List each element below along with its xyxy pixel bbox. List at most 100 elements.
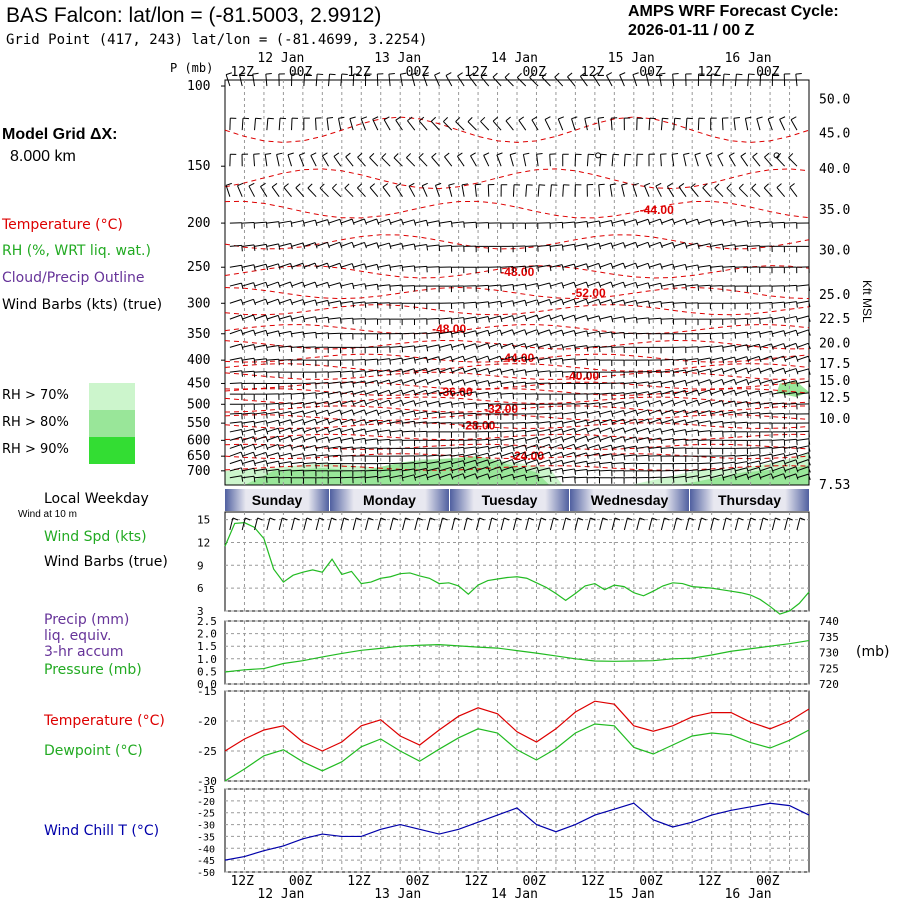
- wind-barb-flag: [463, 331, 466, 338]
- wind-barb-flag: [524, 430, 527, 437]
- wind-barb-staff: [390, 345, 403, 348]
- rh80-swatch: [89, 410, 135, 437]
- wind-barb-flag: [344, 183, 350, 189]
- wind-barb-flag: [512, 315, 515, 322]
- wind-barb-flag: [574, 221, 576, 228]
- wind-barb-staff: [587, 461, 600, 465]
- wind-barb-flag: [524, 266, 527, 273]
- wind-barb-flag: [721, 400, 725, 407]
- wind-barb-flag: [549, 459, 552, 466]
- wind-barb-flag: [808, 438, 811, 445]
- wind-barb-flag: [278, 461, 281, 468]
- wind-barb-flag: [758, 467, 762, 474]
- wind-barb-flag: [302, 427, 306, 434]
- wind-barb-flag: [678, 183, 685, 188]
- wind-barb-flag: [418, 116, 425, 122]
- wind-barb-flag: [487, 316, 490, 323]
- wind-barb-staff: [685, 118, 688, 131]
- wind-barb-staff: [587, 220, 600, 224]
- wind-barb-staff: [488, 329, 501, 335]
- wind-barb-staff: [500, 451, 513, 457]
- wind-barb-staff: [648, 241, 661, 247]
- wind-barb-staff: [303, 436, 316, 441]
- wind-barb-staff: [673, 263, 686, 268]
- wind-barb-staff: [550, 264, 563, 268]
- weekday-sunday: Sunday: [225, 489, 329, 511]
- wind-barb-flag: [647, 263, 651, 270]
- surface-wind-barb-flag: [688, 517, 695, 521]
- wind-barb-flag: [388, 410, 392, 417]
- wind-barb-staff: [390, 410, 402, 415]
- bottom-date-label: 14 Jan: [491, 887, 538, 900]
- wind-barb-staff: [377, 284, 390, 287]
- wind-barb-flag: [426, 345, 429, 352]
- wind-barb-staff: [242, 420, 255, 424]
- wind-barb-staff: [599, 281, 612, 287]
- surface-wind-barb: [648, 517, 653, 531]
- wind-barb-staff: [513, 343, 525, 348]
- wind-barb-staff: [619, 74, 625, 87]
- wind-speed-legend: Wind Spd (kts): [44, 529, 147, 545]
- wind-barb-staff: [393, 157, 403, 167]
- wind-barb-flag: [277, 281, 281, 288]
- wind-barb-staff: [587, 345, 600, 348]
- wind-barb-flag: [339, 418, 343, 425]
- wind-barb-flag: [606, 72, 613, 76]
- wind-barb-flag: [537, 422, 539, 429]
- surface-wind-barb: [636, 517, 641, 531]
- wind-barb-staff: [340, 241, 353, 247]
- wind-barb-flag: [598, 427, 602, 434]
- wind-barb-staff: [735, 411, 748, 415]
- wind-barb-staff: [340, 476, 353, 479]
- wind-barb-staff: [229, 459, 242, 465]
- wind-barb-staff: [316, 299, 328, 304]
- wind-barb-flag: [450, 379, 454, 386]
- wind-barb-flag: [684, 429, 688, 436]
- wind-barb-flag: [401, 358, 404, 365]
- wind-barb-staff: [279, 435, 291, 441]
- wind-barb-staff: [439, 466, 452, 472]
- temperature-legend: Temperature (°C): [2, 217, 123, 233]
- wind-barb-staff: [340, 409, 353, 415]
- wind-barb-flag: [253, 299, 256, 306]
- wind-barb-staff: [513, 283, 526, 287]
- wind-barb-flag: [598, 419, 602, 426]
- wind-barb-flag: [314, 242, 318, 249]
- wind-barb-flag: [740, 152, 747, 157]
- wind-barb-flag: [635, 317, 638, 324]
- wind-barb-staff: [377, 469, 390, 472]
- pressure-tick-label: 740: [819, 615, 839, 628]
- wind-barb-flag: [610, 436, 614, 443]
- wind-barb-flag: [413, 345, 416, 352]
- wind-barb-staff: [632, 185, 638, 197]
- wind-barb-flag: [593, 72, 599, 77]
- wind-barb-flag: [426, 244, 429, 251]
- wind-barb-staff: [772, 221, 785, 224]
- wind-barb-staff: [673, 218, 686, 224]
- wind-barb-staff: [772, 301, 785, 304]
- wind-barb-staff: [624, 299, 637, 304]
- wind-barb-staff: [784, 402, 797, 405]
- wind-barb-staff: [439, 220, 452, 224]
- surface-wind-barb-flag: [429, 517, 436, 521]
- wind-barb-flag: [573, 420, 577, 427]
- wind-barb-flag: [610, 263, 614, 270]
- wind-barb-staff: [661, 476, 674, 479]
- wind-barb-staff: [315, 418, 328, 424]
- wind-barb-flag: [277, 263, 281, 270]
- wind-barb-flag: [768, 116, 774, 120]
- wind-barb-flag: [475, 302, 478, 309]
- wind-barb-flag: [807, 329, 811, 336]
- wind-barb-flag: [331, 183, 337, 189]
- wind-barb-staff: [661, 242, 673, 247]
- wind-barb-flag: [302, 299, 306, 306]
- top-time-label: 12Z: [347, 65, 371, 80]
- wind-barb-staff: [660, 118, 663, 131]
- wind-barb-flag: [290, 345, 293, 353]
- station-title: BAS Falcon: lat/lon = (-81.5003, 2.9912): [6, 4, 382, 27]
- wind-barb-staff: [242, 451, 254, 457]
- wind-barb-staff: [575, 468, 588, 472]
- wind-barb-staff: [488, 452, 501, 457]
- wind-barb-staff: [451, 221, 464, 224]
- wind-barb-staff: [599, 346, 612, 348]
